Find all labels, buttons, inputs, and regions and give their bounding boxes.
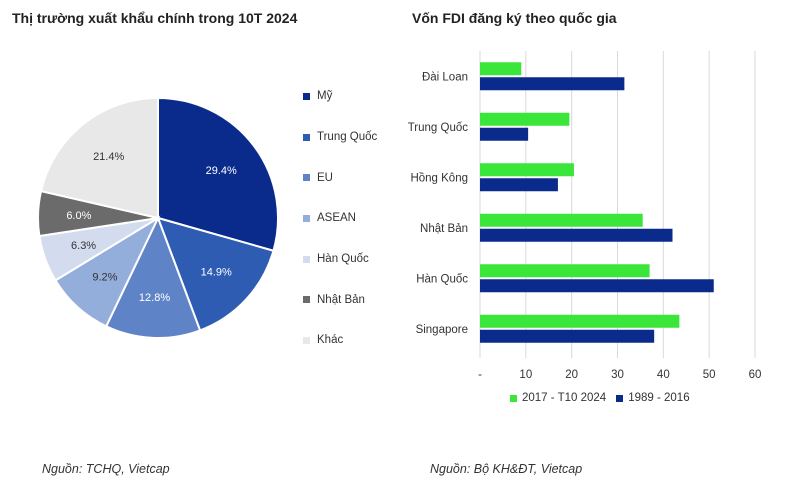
pie-slice-eu	[104, 215, 202, 339]
x-tick-label: 40	[657, 369, 670, 381]
bar-trung-quoc-2017-t10-2024	[480, 112, 570, 126]
legend-swatch	[303, 214, 310, 222]
pie-label-han-quoc: 6.3%	[71, 240, 96, 252]
category-label-singapore: Singapore	[416, 324, 468, 336]
pie-label-eu: 12.8%	[139, 292, 170, 304]
pie-source-note: Nguồn: TCHQ, Vietcap	[42, 462, 170, 476]
legend-label: ASEAN	[317, 212, 356, 225]
pie-legend-item-asean: ASEAN	[303, 198, 377, 239]
pie-slice-khac	[39, 96, 159, 220]
bar-hong-kong-2017-t10-2024	[480, 163, 574, 177]
pie-label-my: 29.4%	[206, 165, 237, 177]
category-label-nhat-ban: Nhật Bản	[420, 223, 468, 235]
x-tick-label: 10	[519, 369, 532, 381]
bar-chart: - 10 20 30 40 50 60 Đài Loan Trung Quốc Hồng Kông…	[408, 51, 762, 381]
bar-nhat-ban-2017-t10-2024	[480, 213, 643, 227]
pie-label-asean: 9.2%	[92, 272, 117, 284]
x-tick-label: 50	[703, 369, 716, 381]
category-label-dai-loan: Đài Loan	[422, 71, 468, 83]
x-tick-label: 30	[611, 369, 624, 381]
pie-legend-item-trung-quoc: Trung Quốc	[303, 117, 377, 158]
x-tick-label: 60	[749, 369, 762, 381]
category-label-han-quoc: Hàn Quốc	[416, 273, 468, 285]
pie-chart: 29.4% 14.9% 12.8% 9.2% 6.3% 6.0% 21.4%	[37, 96, 279, 339]
legend-label: Nhật Bản	[317, 293, 365, 306]
legend-swatch	[303, 336, 310, 344]
bar-hong-kong-1989-2016	[480, 178, 558, 192]
bar-han-quoc-2017-t10-2024	[480, 264, 650, 278]
legend-label: EU	[317, 171, 333, 184]
legend-swatch	[303, 174, 310, 182]
pie-legend-item-khac: Khác	[303, 320, 377, 361]
pie-chart-title: Thị trường xuất khẩu chính trong 10T 202…	[12, 10, 298, 26]
bar-source-note: Nguồn: Bộ KH&ĐT, Vietcap	[430, 462, 583, 476]
x-tick-label: 20	[565, 369, 578, 381]
pie-label-trung-quoc: 14.9%	[201, 267, 232, 279]
legend-label: Khác	[317, 334, 344, 347]
category-label-hong-kong: Hồng Kông	[410, 172, 468, 184]
pie-legend: Mỹ Trung Quốc EU ASEAN Hàn Quốc Nhật Bản Khác	[303, 76, 377, 361]
pie-slice-my	[157, 96, 279, 252]
legend-swatch	[616, 394, 624, 402]
legend-swatch	[303, 255, 310, 263]
legend-label: Hàn Quốc	[317, 253, 369, 266]
pie-label-khac: 21.4%	[93, 151, 124, 163]
legend-swatch	[303, 296, 310, 304]
legend-swatch	[303, 133, 310, 141]
legend-swatch	[510, 394, 517, 402]
bar-dai-loan-1989-2016	[480, 77, 625, 91]
legend-label: 2017 - T10 2024	[522, 392, 607, 404]
bar-legend-item-2017-t10-2024: 2017 - T10 2024	[510, 392, 606, 404]
bar-singapore-2017-t10-2024	[480, 314, 680, 328]
pie-legend-item-nhat-ban: Nhật Bản	[303, 279, 377, 320]
x-tick-label: -	[478, 369, 482, 381]
pie-legend-item-han-quoc: Hàn Quốc	[303, 239, 377, 280]
bar-han-quoc-1989-2016	[480, 279, 714, 293]
legend-label: Trung Quốc	[317, 131, 378, 144]
bar-legend-item-1989-2016: 1989 - 2016	[616, 392, 690, 404]
legend-label: Mỹ	[317, 90, 333, 103]
pie-label-nhat-ban: 6.0%	[66, 210, 91, 222]
bar-legend: 2017 - T10 2024 1989 - 2016	[510, 392, 700, 404]
bar-dai-loan-2017-t10-2024	[480, 62, 522, 76]
legend-label: 1989 - 2016	[628, 392, 690, 404]
bar-nhat-ban-1989-2016	[480, 228, 673, 242]
bar-chart-title: Vốn FDI đăng ký theo quốc gia	[412, 10, 617, 26]
pie-legend-item-eu: EU	[303, 157, 377, 198]
bar-singapore-1989-2016	[480, 329, 655, 343]
legend-swatch	[303, 92, 310, 100]
pie-slice-trung-quoc	[156, 216, 275, 332]
bar-trung-quoc-1989-2016	[480, 127, 529, 141]
pie-legend-item-my: Mỹ	[303, 76, 377, 117]
category-label-trung-quoc: Trung Quốc	[408, 122, 469, 134]
